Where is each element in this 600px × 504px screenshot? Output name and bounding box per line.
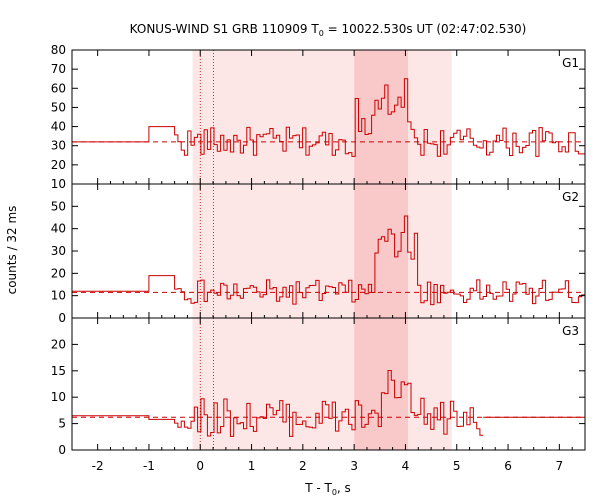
panel-label-g3: G3 (562, 324, 579, 338)
shaded-region-2 (354, 50, 409, 184)
plot-layer: 1020304050607080G101020304050G205101520G… (51, 43, 586, 473)
x-tick-label: 5 (453, 459, 461, 473)
y-tick-label: 10 (51, 177, 66, 191)
y-tick-label: 70 (51, 62, 66, 76)
x-tick-label: 2 (299, 459, 307, 473)
y-tick-label: 15 (51, 364, 66, 378)
panel-g1: 10 20 30 40 50 60 70 80 G1 (51, 43, 586, 191)
y-tick-label: 80 (51, 43, 66, 57)
y-tick-label: 40 (51, 120, 66, 134)
x-tick-label: 7 (556, 459, 564, 473)
x-tick-label: 0 (196, 459, 204, 473)
y-tick-label: 0 (58, 311, 66, 325)
y-tick-label: 20 (51, 158, 66, 172)
panel-label-g1: G1 (562, 56, 579, 70)
chart-title: KONUS-WIND S1 GRB 110909 T0 = 10022.530s… (130, 22, 527, 38)
y-tick-label: 5 (58, 417, 66, 431)
y-tick-label: 0 (58, 443, 66, 457)
x-tick-label: 4 (402, 459, 410, 473)
y-axis-label: counts / 32 ms (5, 206, 19, 295)
x-tick-label: -2 (92, 459, 104, 473)
x-axis-label: T - T0, s (304, 481, 351, 497)
shaded-region-1 (192, 318, 452, 450)
y-tick-label: 20 (51, 266, 66, 280)
y-tick-label: 50 (51, 100, 66, 114)
x-tick-label: -1 (143, 459, 155, 473)
x-tick-label: 1 (248, 459, 256, 473)
panel-g2: 0 10 20 30 40 50 G2 (51, 183, 586, 325)
shaded-region-2 (354, 318, 409, 450)
y-tick-label: 50 (51, 199, 66, 213)
y-tick-label: 60 (51, 81, 66, 95)
light-curve-g2 (72, 215, 585, 306)
y-tick-label: 30 (51, 139, 66, 153)
panel-label-g2: G2 (562, 190, 579, 204)
y-tick-label: 40 (51, 222, 66, 236)
light-curve-g1 (72, 78, 585, 157)
x-tick-label: 6 (504, 459, 512, 473)
y-tick-label: 20 (51, 337, 66, 351)
shaded-region-1 (192, 50, 452, 184)
panel-g3: 0 5 10 15 20 G3 (51, 317, 586, 457)
y-tick-label: 30 (51, 244, 66, 258)
y-tick-label: 10 (51, 390, 66, 404)
light-curve-g3 (72, 370, 585, 437)
y-tick-label: 10 (51, 289, 66, 303)
x-tick-label: 3 (350, 459, 358, 473)
